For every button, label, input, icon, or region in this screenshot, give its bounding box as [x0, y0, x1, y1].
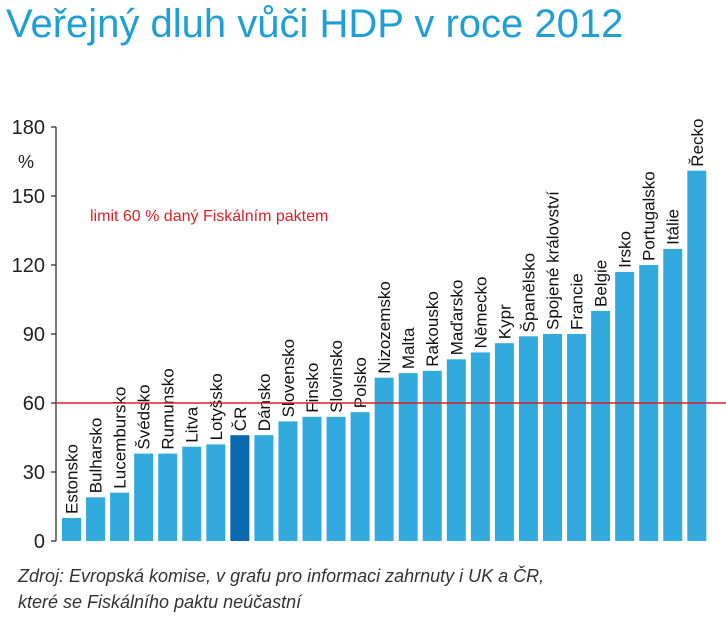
category-label: Belgie [592, 260, 611, 307]
bar [543, 334, 562, 541]
category-label: Bulharsko [87, 418, 106, 494]
bar [591, 311, 611, 541]
category-label: Rakousko [423, 291, 442, 367]
y-tick-label: 0 [34, 531, 45, 553]
bar [663, 248, 683, 541]
chart-title: Veřejný dluh vůči HDP v roce 2012 [6, 2, 624, 46]
category-label: Itálie [664, 209, 683, 245]
y-tick-label: 180 [12, 117, 45, 139]
source-note: Zdroj: Evropská komise, v grafu pro info… [18, 563, 544, 615]
category-label: Spojené království [544, 191, 563, 330]
bar [182, 446, 202, 541]
category-label: Slovinsko [327, 340, 346, 413]
bar [398, 373, 418, 541]
y-tick-label: 60 [23, 393, 45, 415]
bar [62, 518, 81, 541]
category-label: Francie [568, 273, 587, 330]
category-label: Španělsko [519, 253, 538, 332]
bar [158, 453, 178, 541]
bar [110, 492, 130, 541]
bar [470, 352, 490, 541]
category-label: ČR [231, 407, 250, 432]
bar [687, 170, 707, 541]
bar [350, 412, 370, 541]
category-label: Slovensko [279, 339, 298, 417]
category-label: Řecko [688, 119, 707, 167]
bar [206, 444, 226, 541]
category-label: Estonsko [63, 444, 82, 514]
bar [494, 343, 514, 541]
category-label: Finsko [303, 363, 322, 413]
source-line-1: Zdroj: Evropská komise, v grafu pro info… [18, 566, 545, 586]
bar [254, 435, 274, 541]
category-label: Lotyšsko [207, 373, 226, 440]
reference-line-group: limit 60 % daný Fiskálním paktem [56, 208, 726, 404]
bar [134, 453, 154, 541]
y-tick-label: 120 [12, 255, 45, 277]
category-label: Lucembursko [111, 387, 130, 489]
bar [86, 497, 106, 541]
category-label: Malta [399, 327, 418, 369]
bars [62, 170, 707, 541]
category-label: Irsko [616, 231, 635, 268]
bar [230, 435, 250, 541]
bar [302, 416, 322, 541]
bar [278, 421, 298, 541]
y-tick-label: 30 [23, 462, 45, 484]
bar [326, 416, 346, 541]
bar [567, 334, 587, 541]
bar-chart: 0 30 60 90 120 150 180% Estonsko Bulharsko Lucem… [12, 117, 726, 553]
reference-line-label: limit 60 % daný Fiskálním paktem [90, 208, 328, 225]
bar [446, 359, 466, 541]
category-label: Kypr [495, 304, 514, 339]
bar [374, 377, 394, 541]
source-line-2: které se Fiskálního paktu neúčastní [18, 592, 302, 612]
category-labels: Estonsko Bulharsko Lucembursko Švédsko Rumun… [63, 119, 707, 514]
bar [518, 336, 538, 541]
category-label: Nizozemsko [375, 281, 394, 374]
category-label: Německo [471, 277, 490, 349]
category-label: Portugalsko [640, 171, 659, 261]
y-tick-label: 90 [23, 324, 45, 346]
category-label: Rumunsko [159, 368, 178, 449]
bar [615, 271, 635, 541]
y-axis: 0 30 60 90 120 150 180% [12, 117, 57, 553]
category-label: Litva [183, 406, 202, 442]
y-axis-unit: % [18, 152, 34, 172]
category-label: Maďarsko [447, 280, 466, 356]
y-tick-label: 150 [12, 186, 45, 208]
category-label: Švédsko [135, 384, 154, 449]
category-label: Polsko [351, 357, 370, 408]
bar [422, 370, 442, 541]
